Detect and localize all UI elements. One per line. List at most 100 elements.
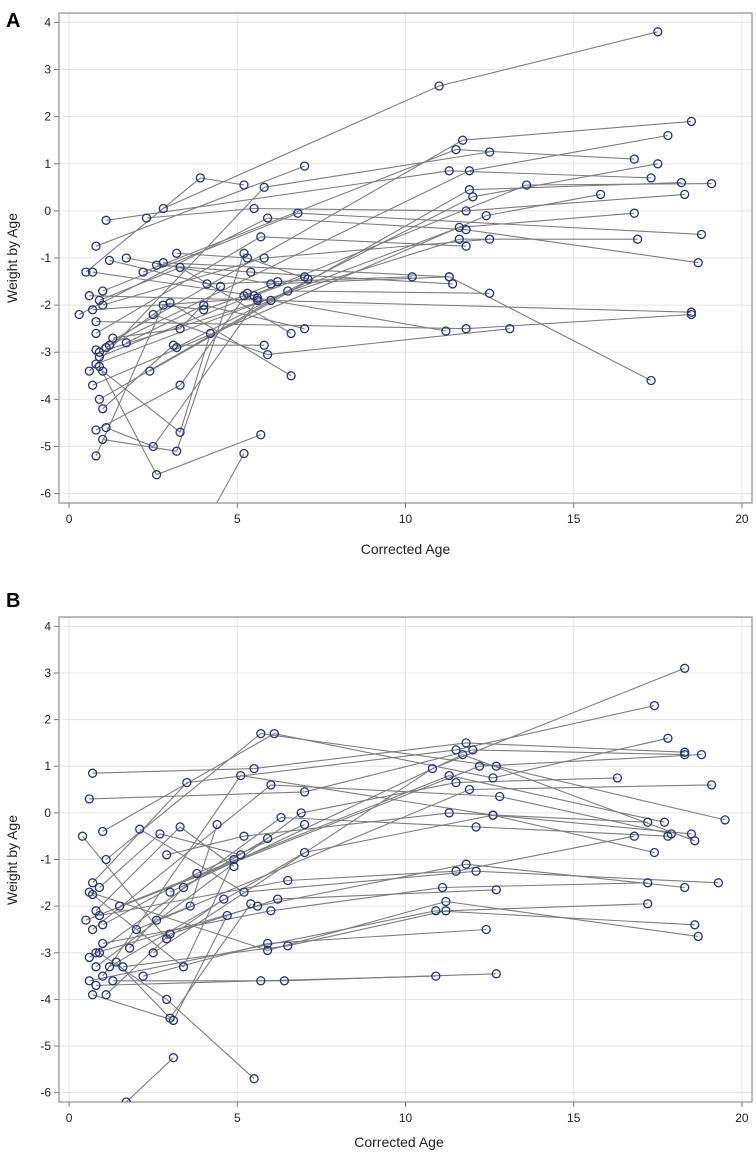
series-line [125, 1057, 174, 1102]
data-point [299, 161, 310, 171]
panel-b: B Corrected Age Weight by Age 0 5 10 15 20-6… [4, 590, 753, 1150]
data-point [165, 929, 175, 939]
data-point [87, 267, 98, 277]
y-tick-label: -3 [40, 345, 51, 359]
data-point [239, 887, 249, 897]
data-point [222, 910, 232, 921]
data-point [104, 962, 115, 972]
data-point [145, 366, 155, 376]
data-point [236, 770, 246, 781]
data-point [229, 861, 239, 872]
data-point [461, 206, 471, 216]
data-point [643, 878, 653, 888]
data-point [172, 446, 182, 456]
data-point [686, 829, 697, 839]
data-point [175, 822, 185, 832]
data-point [104, 255, 115, 266]
series-line [109, 814, 655, 968]
data-point [236, 850, 246, 860]
data-point [175, 324, 185, 334]
data-point [98, 286, 108, 296]
data-point [98, 826, 108, 837]
data-point [215, 281, 226, 291]
data-point [219, 894, 229, 904]
plot-area [74, 27, 717, 503]
data-point [259, 182, 269, 192]
data-point [202, 279, 212, 289]
data-point [299, 847, 310, 858]
y-tick-label: -4 [40, 992, 51, 1006]
data-point [108, 976, 118, 986]
axis-ticks: 0 5 10 15 20 -6 -5 -4 -3 -2 -1 0 1 2 3 4 [40, 619, 749, 1125]
y-tick-label: -2 [40, 899, 51, 913]
data-point [659, 817, 670, 827]
data-point [680, 189, 690, 200]
data-point [87, 924, 98, 935]
data-point [182, 777, 192, 788]
series-line [89, 910, 695, 982]
data-point [481, 924, 491, 935]
data-point [172, 248, 182, 258]
data-point [195, 173, 205, 183]
data-point [239, 448, 249, 459]
data-point [444, 166, 454, 176]
data-point [162, 850, 172, 860]
data-point [431, 906, 441, 916]
data-point [693, 931, 703, 942]
series-line [153, 313, 510, 356]
data-point [484, 288, 495, 298]
data-point [663, 831, 673, 841]
data-point [649, 847, 660, 858]
data-point [256, 232, 266, 242]
axis-ticks: 0 5 10 15 20 -6 -5 -4 -3 -2 -1 0 1 2 3 4 [40, 15, 749, 526]
series-line [99, 238, 638, 353]
data-point [91, 451, 101, 461]
data-point [283, 286, 293, 296]
data-point [199, 300, 209, 310]
data-point [259, 253, 269, 263]
data-point [643, 817, 653, 827]
data-point [178, 882, 189, 893]
series-line [142, 149, 635, 273]
data-point [632, 234, 643, 244]
data-point [151, 470, 162, 480]
data-point [165, 887, 175, 897]
series-line [102, 333, 211, 434]
data-point [124, 943, 135, 953]
data-point [192, 868, 202, 879]
data-point [680, 749, 690, 760]
data-point [471, 822, 481, 832]
series-line [99, 290, 490, 400]
data-point [454, 234, 464, 244]
data-point [461, 241, 471, 251]
y-axis-title: Weight by Age [4, 815, 20, 905]
data-point [81, 915, 91, 925]
data-point [649, 700, 660, 711]
data-point [121, 1097, 131, 1102]
data-point [151, 260, 162, 270]
y-tick-label: -5 [40, 439, 51, 453]
data-point [239, 291, 249, 301]
data-point [118, 962, 128, 972]
data-point [91, 328, 101, 339]
data-point [229, 854, 239, 865]
y-tick-label: 3 [44, 666, 51, 680]
data-point [162, 934, 172, 944]
data-point [252, 293, 263, 303]
data-point [441, 896, 451, 907]
data-point [98, 300, 108, 310]
data-point [249, 203, 259, 214]
series-line [129, 838, 268, 949]
series-line [95, 292, 248, 431]
series-line [136, 784, 712, 931]
x-tick-label: 0 [66, 512, 73, 526]
series-line [95, 281, 278, 457]
data-point [299, 324, 310, 334]
data-point [663, 733, 673, 743]
data-point [434, 81, 444, 91]
data-point [441, 326, 451, 336]
y-tick-label: 2 [44, 713, 51, 727]
series-line [85, 754, 702, 921]
data-point [94, 394, 105, 404]
series-line [122, 903, 648, 968]
